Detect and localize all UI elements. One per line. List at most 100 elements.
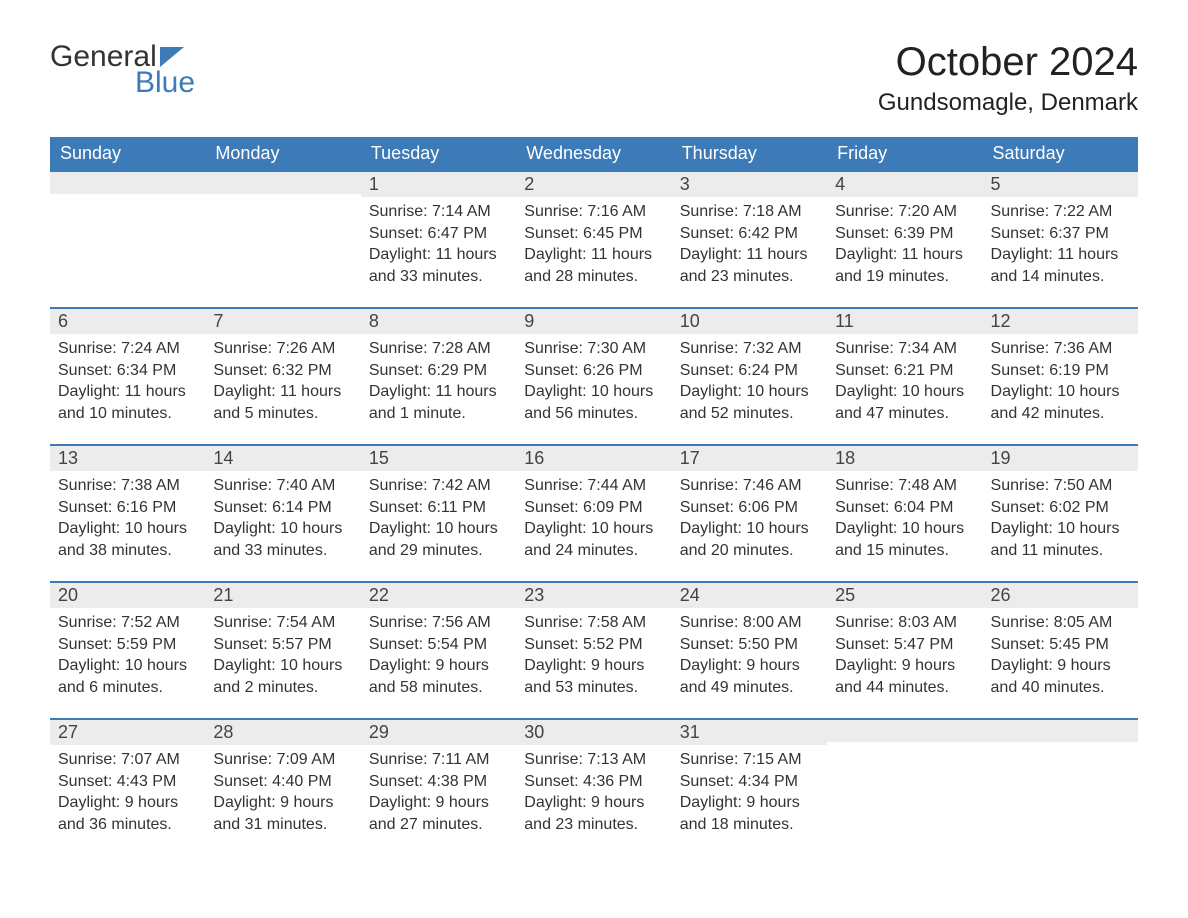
day-content	[205, 194, 360, 304]
day-content: Sunrise: 8:00 AMSunset: 5:50 PMDaylight:…	[672, 608, 827, 718]
day-cell: 12Sunrise: 7:36 AMSunset: 6:19 PMDayligh…	[983, 307, 1138, 444]
day-cell: 8Sunrise: 7:28 AMSunset: 6:29 PMDaylight…	[361, 307, 516, 444]
daylight-text: Daylight: 10 hours and 38 minutes.	[58, 518, 197, 561]
daylight-text: Daylight: 10 hours and 15 minutes.	[835, 518, 974, 561]
day-content: Sunrise: 7:36 AMSunset: 6:19 PMDaylight:…	[983, 334, 1138, 444]
sunset-text: Sunset: 6:02 PM	[991, 497, 1130, 519]
sunrise-text: Sunrise: 7:13 AM	[524, 749, 663, 771]
day-cell: 25Sunrise: 8:03 AMSunset: 5:47 PMDayligh…	[827, 581, 982, 718]
day-cell: 24Sunrise: 8:00 AMSunset: 5:50 PMDayligh…	[672, 581, 827, 718]
sunset-text: Sunset: 6:11 PM	[369, 497, 508, 519]
day-number: 5	[983, 170, 1138, 197]
daylight-text: Daylight: 9 hours and 58 minutes.	[369, 655, 508, 698]
day-number: 11	[827, 307, 982, 334]
daylight-text: Daylight: 10 hours and 56 minutes.	[524, 381, 663, 424]
day-header-row: Sunday Monday Tuesday Wednesday Thursday…	[50, 137, 1138, 170]
day-number	[827, 718, 982, 742]
sunrise-text: Sunrise: 7:14 AM	[369, 201, 508, 223]
day-number: 30	[516, 718, 671, 745]
sunrise-text: Sunrise: 7:52 AM	[58, 612, 197, 634]
day-cell: 22Sunrise: 7:56 AMSunset: 5:54 PMDayligh…	[361, 581, 516, 718]
sunrise-text: Sunrise: 7:26 AM	[213, 338, 352, 360]
day-content: Sunrise: 7:16 AMSunset: 6:45 PMDaylight:…	[516, 197, 671, 307]
daylight-text: Daylight: 11 hours and 10 minutes.	[58, 381, 197, 424]
day-cell: 30Sunrise: 7:13 AMSunset: 4:36 PMDayligh…	[516, 718, 671, 855]
sunrise-text: Sunrise: 8:00 AM	[680, 612, 819, 634]
daylight-text: Daylight: 10 hours and 24 minutes.	[524, 518, 663, 561]
day-cell: 1Sunrise: 7:14 AMSunset: 6:47 PMDaylight…	[361, 170, 516, 307]
sunset-text: Sunset: 6:37 PM	[991, 223, 1130, 245]
day-content: Sunrise: 7:40 AMSunset: 6:14 PMDaylight:…	[205, 471, 360, 581]
sunset-text: Sunset: 6:26 PM	[524, 360, 663, 382]
sunset-text: Sunset: 4:40 PM	[213, 771, 352, 793]
day-cell: 17Sunrise: 7:46 AMSunset: 6:06 PMDayligh…	[672, 444, 827, 581]
day-content: Sunrise: 7:15 AMSunset: 4:34 PMDaylight:…	[672, 745, 827, 855]
day-cell	[827, 718, 982, 855]
daylight-text: Daylight: 9 hours and 18 minutes.	[680, 792, 819, 835]
week-row: 20Sunrise: 7:52 AMSunset: 5:59 PMDayligh…	[50, 581, 1138, 718]
sunset-text: Sunset: 5:45 PM	[991, 634, 1130, 656]
daylight-text: Daylight: 11 hours and 28 minutes.	[524, 244, 663, 287]
day-cell: 3Sunrise: 7:18 AMSunset: 6:42 PMDaylight…	[672, 170, 827, 307]
day-header: Tuesday	[361, 137, 516, 170]
day-content: Sunrise: 7:26 AMSunset: 6:32 PMDaylight:…	[205, 334, 360, 444]
sunset-text: Sunset: 6:39 PM	[835, 223, 974, 245]
sunrise-text: Sunrise: 7:46 AM	[680, 475, 819, 497]
daylight-text: Daylight: 9 hours and 31 minutes.	[213, 792, 352, 835]
daylight-text: Daylight: 10 hours and 11 minutes.	[991, 518, 1130, 561]
daylight-text: Daylight: 9 hours and 23 minutes.	[524, 792, 663, 835]
sunset-text: Sunset: 6:47 PM	[369, 223, 508, 245]
day-number: 4	[827, 170, 982, 197]
day-header: Wednesday	[516, 137, 671, 170]
day-content: Sunrise: 7:44 AMSunset: 6:09 PMDaylight:…	[516, 471, 671, 581]
daylight-text: Daylight: 10 hours and 33 minutes.	[213, 518, 352, 561]
day-cell	[983, 718, 1138, 855]
day-cell: 16Sunrise: 7:44 AMSunset: 6:09 PMDayligh…	[516, 444, 671, 581]
day-number: 31	[672, 718, 827, 745]
location: Gundsomagle, Denmark	[878, 89, 1138, 117]
week-row: 13Sunrise: 7:38 AMSunset: 6:16 PMDayligh…	[50, 444, 1138, 581]
day-content: Sunrise: 7:07 AMSunset: 4:43 PMDaylight:…	[50, 745, 205, 855]
sunrise-text: Sunrise: 7:44 AM	[524, 475, 663, 497]
day-content: Sunrise: 7:14 AMSunset: 6:47 PMDaylight:…	[361, 197, 516, 307]
day-content: Sunrise: 7:54 AMSunset: 5:57 PMDaylight:…	[205, 608, 360, 718]
day-content: Sunrise: 7:34 AMSunset: 6:21 PMDaylight:…	[827, 334, 982, 444]
day-content: Sunrise: 7:32 AMSunset: 6:24 PMDaylight:…	[672, 334, 827, 444]
day-content: Sunrise: 7:13 AMSunset: 4:36 PMDaylight:…	[516, 745, 671, 855]
week-row: 6Sunrise: 7:24 AMSunset: 6:34 PMDaylight…	[50, 307, 1138, 444]
sunrise-text: Sunrise: 7:16 AM	[524, 201, 663, 223]
calendar-body: 1Sunrise: 7:14 AMSunset: 6:47 PMDaylight…	[50, 170, 1138, 855]
daylight-text: Daylight: 10 hours and 52 minutes.	[680, 381, 819, 424]
day-number: 14	[205, 444, 360, 471]
day-header: Thursday	[672, 137, 827, 170]
day-cell: 19Sunrise: 7:50 AMSunset: 6:02 PMDayligh…	[983, 444, 1138, 581]
sunset-text: Sunset: 4:34 PM	[680, 771, 819, 793]
sunset-text: Sunset: 6:24 PM	[680, 360, 819, 382]
day-cell: 23Sunrise: 7:58 AMSunset: 5:52 PMDayligh…	[516, 581, 671, 718]
day-content: Sunrise: 7:46 AMSunset: 6:06 PMDaylight:…	[672, 471, 827, 581]
day-number: 2	[516, 170, 671, 197]
daylight-text: Daylight: 9 hours and 53 minutes.	[524, 655, 663, 698]
day-content: Sunrise: 7:52 AMSunset: 5:59 PMDaylight:…	[50, 608, 205, 718]
day-number: 25	[827, 581, 982, 608]
daylight-text: Daylight: 11 hours and 19 minutes.	[835, 244, 974, 287]
sunset-text: Sunset: 6:16 PM	[58, 497, 197, 519]
day-number: 15	[361, 444, 516, 471]
day-header: Sunday	[50, 137, 205, 170]
sunset-text: Sunset: 5:54 PM	[369, 634, 508, 656]
day-number	[205, 170, 360, 194]
day-number: 3	[672, 170, 827, 197]
day-number: 17	[672, 444, 827, 471]
daylight-text: Daylight: 11 hours and 1 minute.	[369, 381, 508, 424]
day-content: Sunrise: 7:28 AMSunset: 6:29 PMDaylight:…	[361, 334, 516, 444]
day-cell: 31Sunrise: 7:15 AMSunset: 4:34 PMDayligh…	[672, 718, 827, 855]
day-cell: 11Sunrise: 7:34 AMSunset: 6:21 PMDayligh…	[827, 307, 982, 444]
day-content: Sunrise: 8:05 AMSunset: 5:45 PMDaylight:…	[983, 608, 1138, 718]
day-number	[983, 718, 1138, 742]
sunrise-text: Sunrise: 7:38 AM	[58, 475, 197, 497]
day-content: Sunrise: 7:48 AMSunset: 6:04 PMDaylight:…	[827, 471, 982, 581]
day-number: 18	[827, 444, 982, 471]
day-cell: 5Sunrise: 7:22 AMSunset: 6:37 PMDaylight…	[983, 170, 1138, 307]
daylight-text: Daylight: 9 hours and 49 minutes.	[680, 655, 819, 698]
sunrise-text: Sunrise: 7:54 AM	[213, 612, 352, 634]
